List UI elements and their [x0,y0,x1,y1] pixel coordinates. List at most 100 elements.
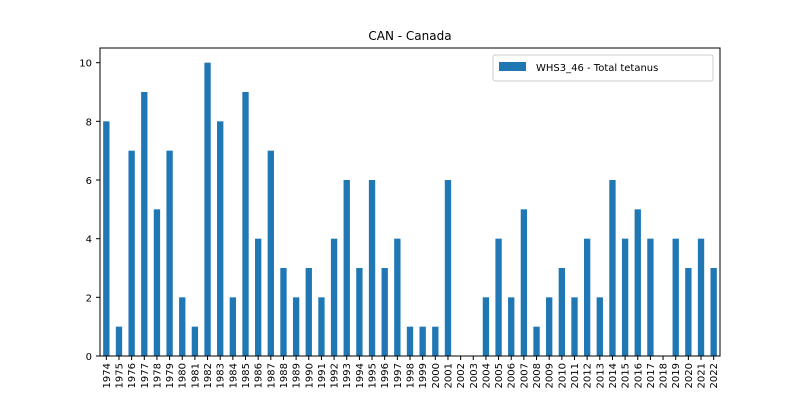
legend-label: WHS3_46 - Total tetanus [536,63,658,74]
bar-2012 [583,238,591,356]
bar-1978 [153,209,161,356]
x-tick-label: 1994 [355,363,366,388]
bar-1991 [318,297,325,356]
y-tick-label: 8 [86,117,92,128]
x-tick-label: 2022 [709,363,720,388]
x-tick-label: 2012 [583,363,594,388]
bar-2009 [546,297,553,356]
x-tick-label: 2000 [431,363,442,388]
x-tick-label: 1984 [228,363,239,388]
plot-frame [99,47,721,357]
x-tick-label: 2002 [456,363,467,388]
bar-2001 [444,180,452,356]
x-tick-label: 2020 [684,363,695,388]
x-tick-label: 2021 [697,363,708,388]
x-tick-label: 2003 [469,363,480,388]
bar-2005 [495,238,502,356]
bar-2020 [685,268,692,356]
bar-2000 [432,326,439,356]
x-tick-label: 1999 [418,363,429,388]
bar-1999 [419,326,426,356]
bar-1993 [343,180,350,356]
y-axis: 0 2 4 6 8 10 [79,59,100,363]
x-tick-label: 2008 [532,363,543,388]
x-tick-label: 1987 [266,363,277,388]
x-tick-label: 1992 [330,363,341,388]
bar-1988 [280,268,287,356]
bar-1982 [204,62,211,357]
bar-1976 [128,150,135,356]
bar-1990 [305,268,312,356]
x-tick-label: 2014 [608,363,619,388]
x-tick-label: 1985 [241,363,252,388]
x-tick-label: 2010 [557,363,568,388]
bar-2022 [710,268,717,356]
x-tick-label: 2007 [519,363,530,388]
bar-1979 [166,150,173,356]
legend: WHS3_46 - Total tetanus [492,54,714,82]
x-tick-label: 1983 [216,363,227,388]
bar-2011 [571,297,578,356]
x-tick-label: 1998 [406,363,417,388]
x-tick-label: 1990 [304,363,315,388]
bar-2006 [508,297,515,356]
x-tick-label: 1982 [203,363,214,388]
bar-1975 [115,326,123,356]
bar-2013 [596,297,603,356]
bar-1977 [141,92,148,356]
y-tick-label: 6 [86,176,92,187]
bar-1997 [394,238,401,356]
x-tick-label: 1977 [140,363,151,388]
x-tick-label: 2011 [570,363,581,388]
x-tick-label: 2013 [595,363,606,388]
x-tick-label: 1986 [254,363,265,388]
bar-2019 [672,238,679,356]
x-tick-label: 1996 [380,363,391,388]
bar-1981 [191,326,199,356]
bar-1985 [242,92,249,356]
x-tick-label: 1995 [368,363,379,388]
legend-swatch [499,62,526,71]
x-tick-label: 2019 [671,363,682,388]
x-tick-label: 2004 [481,363,492,388]
x-tick-label: 2006 [507,363,518,388]
x-tick-label: 1988 [279,363,290,388]
x-tick-label: 1974 [102,363,113,388]
bar-2007 [520,209,528,356]
y-tick-label: 4 [86,235,92,246]
x-tick-label: 1981 [190,363,201,388]
y-tick-label: 0 [86,352,92,363]
x-tick-label: 2018 [659,363,670,388]
x-tick-label: 2015 [621,363,632,388]
bar-1998 [406,326,414,356]
bar-2021 [697,238,705,356]
bar-2017 [647,238,654,356]
bar-2008 [533,326,540,356]
x-tick-label: 1976 [127,363,138,388]
x-axis: 1974 1975 1976 1977 1978 1979 1980 1981 1982 1983… [102,356,720,388]
x-tick-label: 2017 [646,363,657,388]
x-tick-label: 2005 [494,363,505,388]
bar-2014 [609,180,616,356]
x-tick-label: 1979 [165,363,176,388]
bar-1987 [267,150,274,356]
bar-1996 [381,268,388,356]
chart-title: CAN - Canada [368,29,451,43]
bar-2015 [621,238,629,356]
bar-1984 [229,297,237,356]
x-tick-label: 2009 [545,363,556,388]
x-tick-label: 2001 [443,363,454,388]
bars-group [103,62,717,357]
x-tick-label: 2016 [633,363,644,388]
bar-1974 [103,121,110,356]
y-tick-label: 10 [79,59,92,70]
x-tick-label: 1980 [178,363,189,388]
bar-2010 [558,268,565,356]
bar-1989 [292,297,300,356]
x-tick-label: 1993 [342,363,353,388]
x-tick-label: 1975 [114,363,125,388]
bar-1980 [179,297,186,356]
bar-1994 [356,268,363,356]
legend-box [492,54,714,82]
